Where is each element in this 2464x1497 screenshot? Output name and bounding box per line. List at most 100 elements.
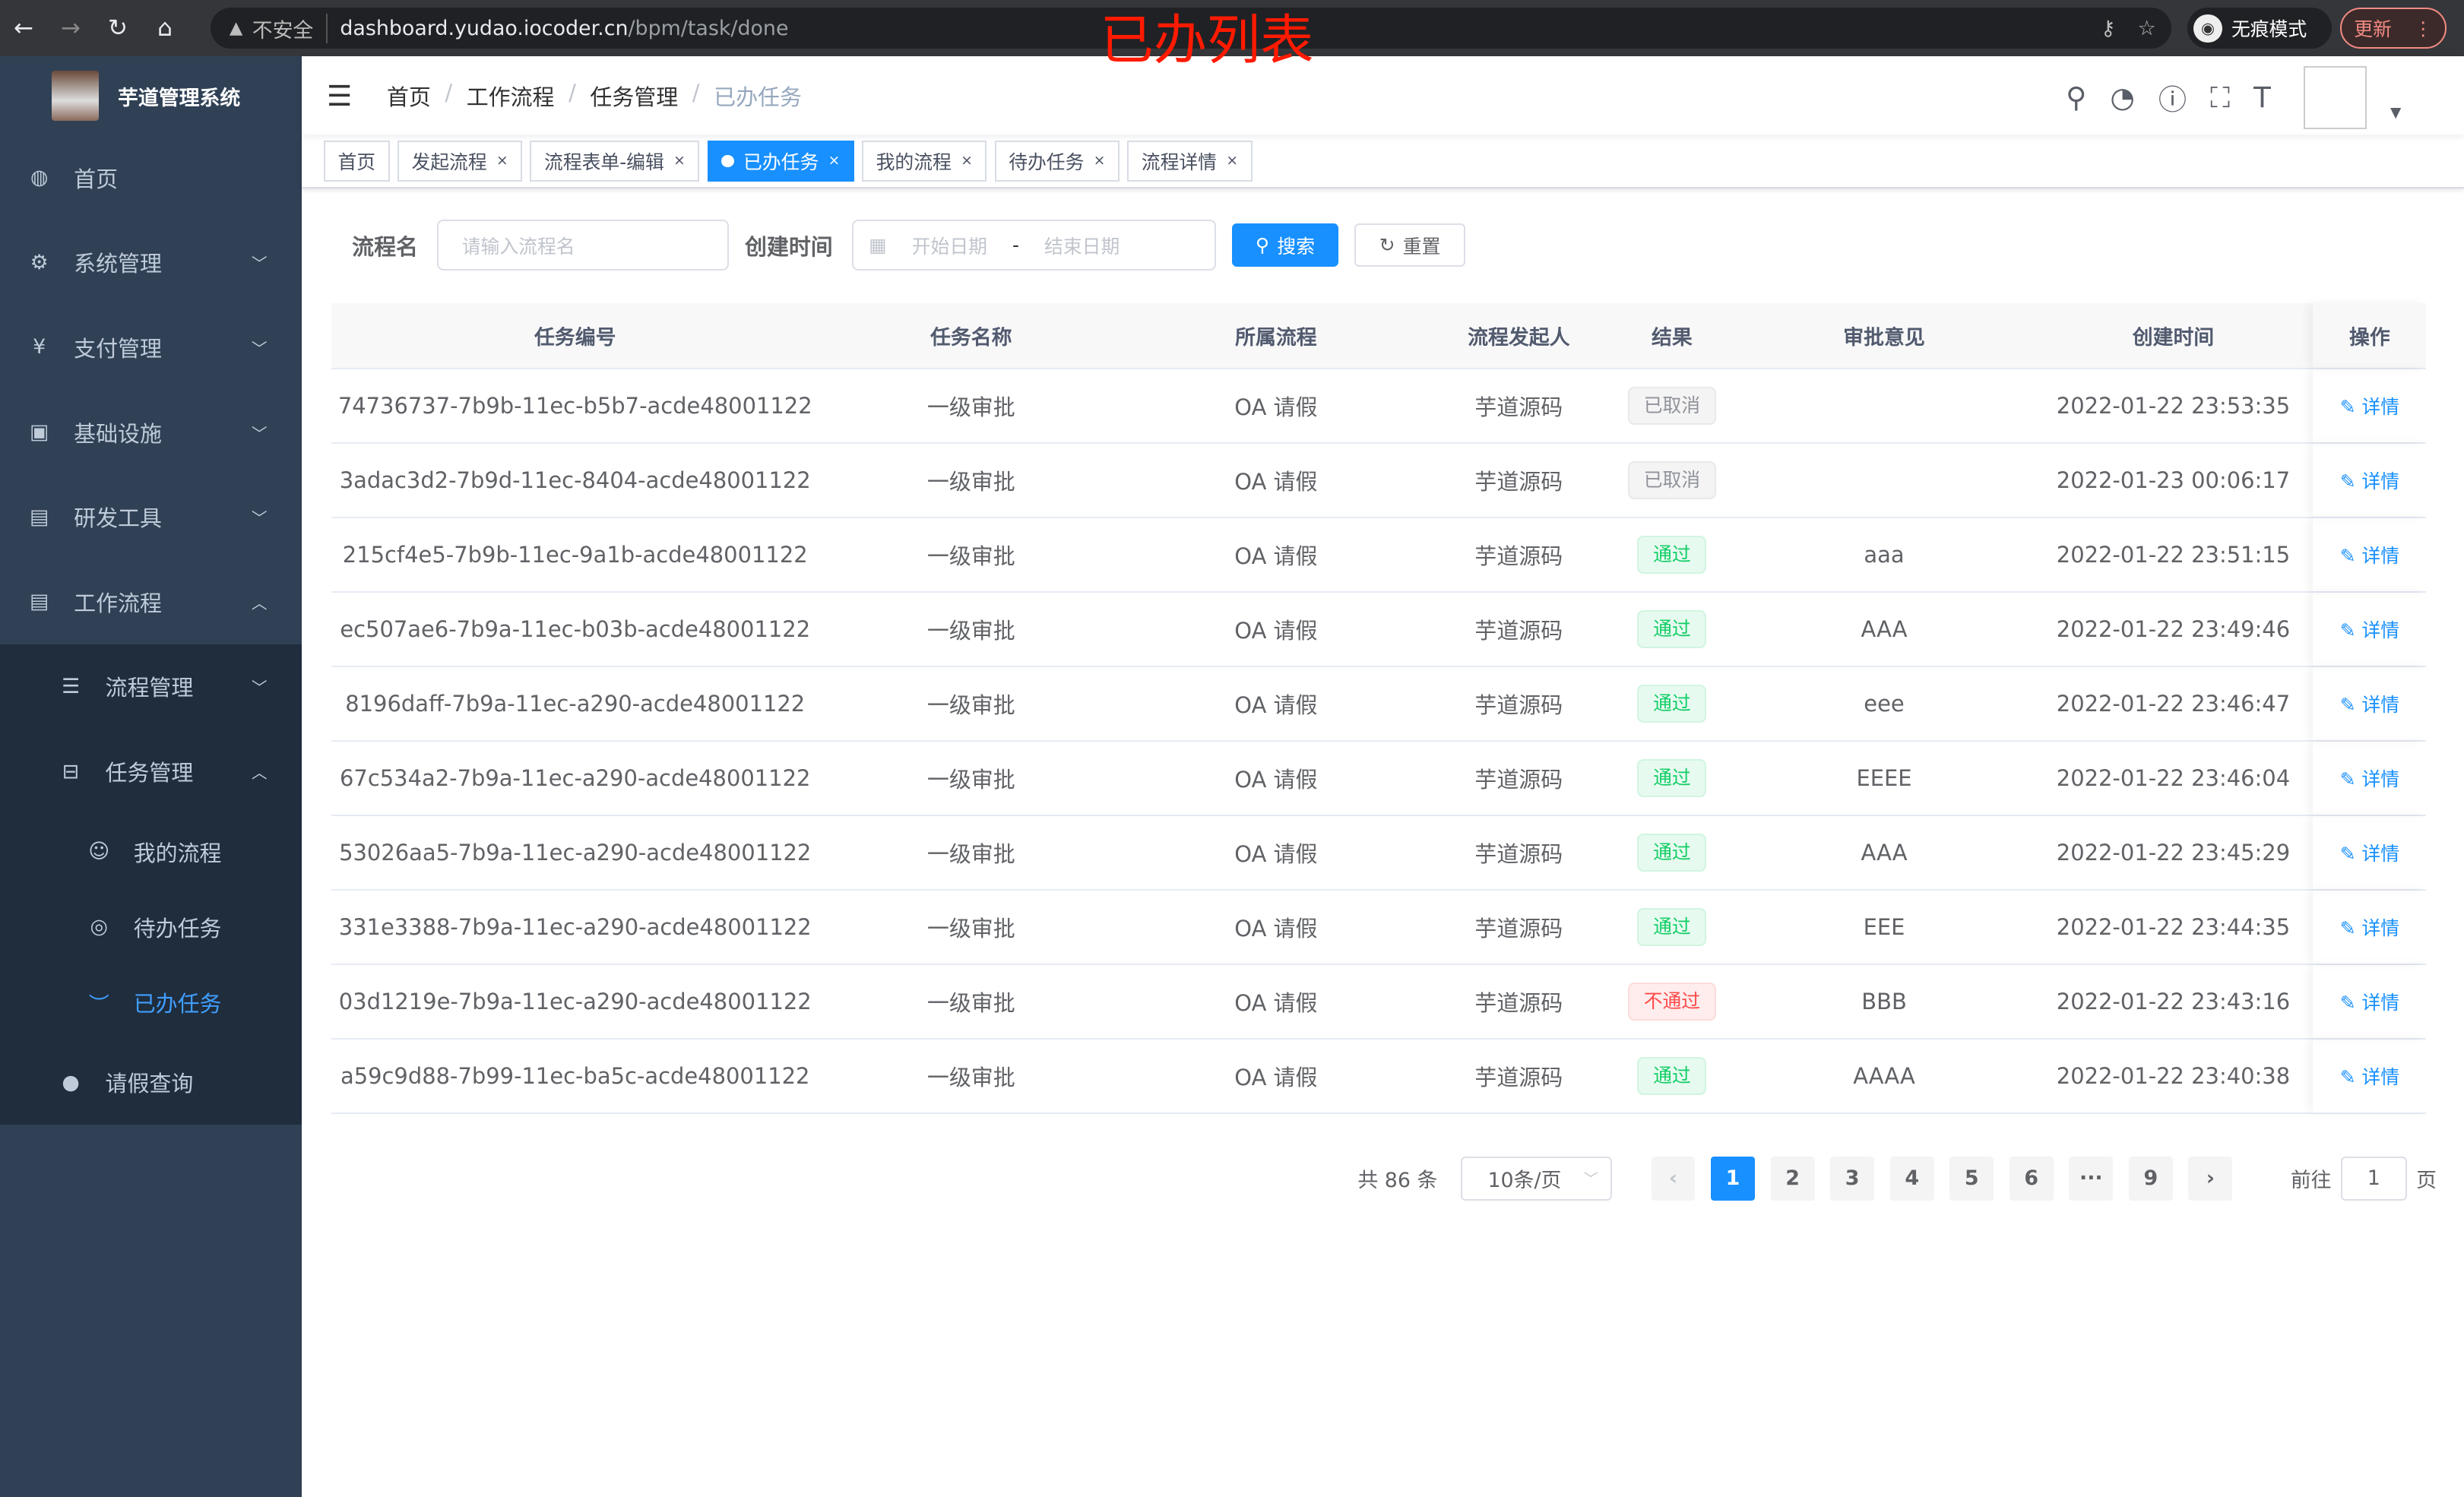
page-button[interactable]: 6: [2009, 1156, 2054, 1201]
cell-actions: ✎ 详情: [2313, 742, 2426, 815]
incognito-label: 无痕模式: [2231, 18, 2307, 41]
page-size-select[interactable]: 10条/页 ﹀: [1461, 1156, 1612, 1201]
github-icon[interactable]: ◔: [2110, 81, 2135, 115]
page-button[interactable]: 4: [1889, 1156, 1934, 1201]
detail-link[interactable]: ✎ 详情: [2340, 541, 2399, 568]
detail-link[interactable]: ✎ 详情: [2340, 392, 2399, 419]
sidebar-item-workflow[interactable]: ▤ 工作流程 ︿: [0, 559, 302, 644]
close-icon[interactable]: ×: [1093, 153, 1106, 169]
tag-home[interactable]: 首页: [323, 141, 390, 182]
cell-create-time: 2022-01-22 23:44:35: [2056, 913, 2291, 940]
cell-process-name: OA 请假: [1234, 766, 1318, 793]
page-button[interactable]: 5: [1949, 1156, 1994, 1201]
forward-icon[interactable]: →: [61, 14, 81, 43]
column-header: 任务编号: [534, 325, 616, 350]
breadcrumb-item[interactable]: 任务管理: [590, 84, 679, 111]
star-icon[interactable]: ☆: [2137, 16, 2156, 40]
column-header: 审批意见: [1843, 325, 1925, 350]
address-bar[interactable]: ▲ 不安全 dashboard.yudao.iocoder.cn/bpm/tas…: [211, 8, 2172, 49]
update-button[interactable]: 更新 ⋮: [2339, 8, 2447, 49]
edit-icon: ✎: [2339, 693, 2362, 716]
detail-link[interactable]: ✎ 详情: [2340, 690, 2399, 717]
back-icon[interactable]: ←: [14, 14, 33, 43]
cell-task-name: 一级审批: [926, 766, 1015, 793]
fullscreen-icon[interactable]: ⛶: [2210, 80, 2231, 114]
page-button[interactable]: 3: [1830, 1156, 1875, 1201]
update-label: 更新: [2354, 18, 2392, 41]
help-icon[interactable]: ⓘ: [2158, 83, 2187, 117]
tag-item[interactable]: 流程详情 ×: [1127, 141, 1253, 182]
sidebar-item-todo[interactable]: ◎ 待办任务: [0, 889, 302, 964]
menu-label: 支付管理: [74, 335, 162, 362]
font-size-icon[interactable]: T: [2253, 81, 2271, 115]
close-icon[interactable]: ×: [1226, 153, 1238, 169]
date-range-picker[interactable]: ▦ 开始日期 - 结束日期: [851, 220, 1217, 271]
cell-task-name: 一级审批: [926, 543, 1015, 569]
menu-label: 请假查询: [105, 1071, 194, 1097]
search-button[interactable]: ⚲ 搜索: [1231, 223, 1338, 267]
sidebar-item-my-process[interactable]: ☺ 我的流程: [0, 814, 302, 889]
yen-icon: ¥: [33, 335, 46, 359]
detail-link[interactable]: ✎ 详情: [2340, 467, 2399, 494]
goto-page-input[interactable]: 1: [2340, 1156, 2407, 1201]
caret-down-icon[interactable]: ▼: [2390, 105, 2402, 122]
cell-task-id: 8196daff-7b9a-11ec-a290-acde48001122: [345, 690, 806, 717]
sidebar-item-home[interactable]: ◍ 首页: [0, 135, 302, 220]
sidebar-item-leave[interactable]: ● 请假查询: [0, 1040, 302, 1125]
breadcrumb-item[interactable]: 首页: [386, 84, 431, 111]
tag-item-active[interactable]: 已办任务 ×: [707, 141, 854, 182]
sidebar-item-process-manage[interactable]: ☰ 流程管理 ﹀: [0, 644, 302, 730]
avatar[interactable]: [2304, 65, 2367, 129]
page-button[interactable]: 1: [1711, 1156, 1755, 1201]
menu-label: 研发工具: [74, 505, 162, 532]
close-icon[interactable]: ×: [673, 153, 686, 169]
cell-create-time: 2022-01-22 23:46:04: [2056, 764, 2291, 791]
detail-link[interactable]: ✎ 详情: [2340, 839, 2399, 866]
next-page-button[interactable]: ›: [2188, 1156, 2233, 1201]
chevron-down-icon: ﹀: [251, 424, 268, 443]
breadcrumb-item[interactable]: 工作流程: [466, 84, 555, 111]
detail-link[interactable]: ✎ 详情: [2340, 988, 2399, 1015]
cell-create-time: 2022-01-22 23:49:46: [2056, 616, 2291, 642]
page-button[interactable]: 9: [2128, 1156, 2173, 1201]
tag-item[interactable]: 待办任务 ×: [994, 141, 1120, 182]
key-icon[interactable]: ⚷: [2101, 16, 2116, 40]
sidebar-item-system[interactable]: ⚙ 系统管理 ﹀: [0, 220, 302, 305]
close-icon[interactable]: ×: [961, 153, 973, 169]
page-button[interactable]: 2: [1770, 1156, 1815, 1201]
detail-link[interactable]: ✎ 详情: [2340, 913, 2399, 941]
detail-link[interactable]: ✎ 详情: [2340, 616, 2399, 643]
status-badge: 通过: [1637, 834, 1707, 872]
sidebar-item-done[interactable]: ︶ 已办任务: [0, 964, 302, 1040]
insecure-label: 不安全: [252, 13, 328, 43]
detail-link[interactable]: ✎ 详情: [2340, 1062, 2399, 1090]
home-icon[interactable]: ⌂: [157, 14, 173, 43]
toolbox-icon: ▤: [29, 505, 49, 529]
tag-item[interactable]: 发起流程 ×: [397, 141, 523, 182]
sidebar-item-task-manage[interactable]: ⊟ 任务管理 ︿: [0, 729, 302, 814]
more-pages-button[interactable]: ···: [2069, 1156, 2114, 1201]
sidebar-item-pay[interactable]: ¥ 支付管理 ﹀: [0, 305, 302, 390]
tag-label: 流程详情: [1141, 150, 1217, 173]
close-icon[interactable]: ×: [496, 153, 508, 169]
incognito-badge[interactable]: ◉ 无痕模式: [2187, 8, 2333, 49]
cell-process-name: OA 请假: [1234, 915, 1318, 942]
more-icon[interactable]: ⋮: [2413, 17, 2433, 40]
reset-button[interactable]: ↻ 重置: [1354, 223, 1466, 267]
prev-page-button[interactable]: ‹: [1651, 1156, 1696, 1201]
close-icon[interactable]: ×: [828, 153, 841, 169]
reload-icon[interactable]: ↻: [108, 14, 128, 43]
search-form: 流程名 请输入流程名 创建时间 ▦ 开始日期 - 结束日期 ⚲ 搜索 ↻ 重置: [352, 220, 1466, 271]
search-icon[interactable]: ⚲: [2066, 81, 2087, 115]
tag-item[interactable]: 流程表单-编辑 ×: [530, 141, 700, 182]
cell-task-id: 331e3388-7b9a-11ec-a290-acde48001122: [338, 913, 812, 940]
hamburger-icon[interactable]: ☰: [327, 79, 353, 113]
tag-item[interactable]: 我的流程 ×: [862, 141, 987, 182]
breadcrumb-current: 已办任务: [714, 84, 802, 111]
process-name-input[interactable]: 请输入流程名: [436, 220, 730, 271]
sidebar-logo[interactable]: 芋道管理系统: [0, 56, 302, 135]
detail-link[interactable]: ✎ 详情: [2340, 764, 2399, 792]
sidebar-item-tool[interactable]: ▤ 研发工具 ﹀: [0, 474, 302, 559]
sidebar-item-infra[interactable]: ▣ 基础设施 ﹀: [0, 390, 302, 475]
tag-label: 已办任务: [743, 150, 819, 173]
